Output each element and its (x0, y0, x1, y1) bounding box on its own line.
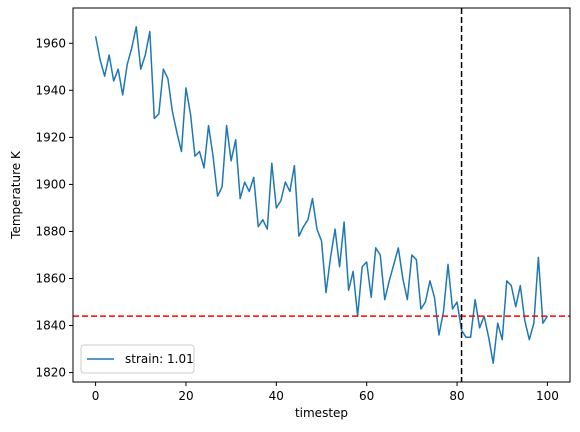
y-tick-label: 1940 (35, 83, 66, 97)
y-tick-label: 1820 (35, 366, 66, 380)
y-tick-label: 1840 (35, 319, 66, 333)
y-tick-label: 1860 (35, 272, 66, 286)
axes-frame (72, 7, 571, 383)
y-tick-label: 1880 (35, 224, 66, 238)
series-line-0 (94, 26, 549, 364)
plot-area (73, 8, 570, 382)
legend: strain: 1.01 (80, 344, 195, 374)
x-tick-label: 20 (178, 389, 193, 403)
x-tick-label: 60 (359, 389, 374, 403)
legend-box (80, 344, 195, 374)
y-axis-label: Temperature K (9, 150, 23, 240)
x-tick-label: 100 (536, 389, 559, 403)
x-tick-label: 0 (92, 389, 100, 403)
legend-label: strain: 1.01 (125, 352, 194, 366)
y-tick-label: 1920 (35, 130, 66, 144)
y-axis-ticks: 1820 1840 1860 1880 1900 1920 1940 1960 (35, 36, 73, 380)
x-tick-label: 80 (449, 389, 464, 403)
x-axis-label: timestep (295, 406, 348, 420)
x-axis-ticks: 0 20 40 60 80 100 (92, 382, 559, 403)
x-tick-label: 40 (269, 389, 284, 403)
y-tick-label: 1960 (35, 36, 66, 50)
y-tick-label: 1900 (35, 177, 66, 191)
